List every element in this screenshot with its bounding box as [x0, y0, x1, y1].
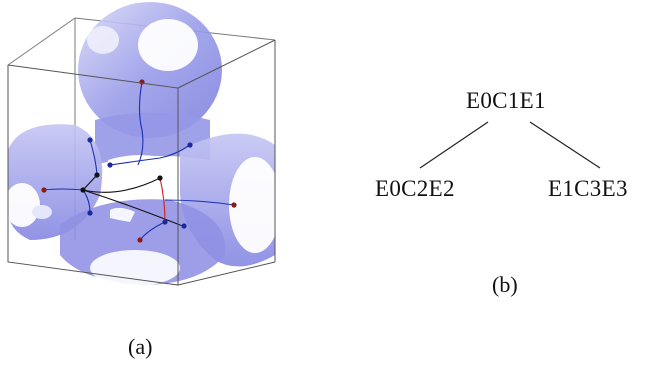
tree-edge-right: [529, 121, 601, 169]
caption-a: (a): [128, 334, 153, 359]
graph-node: [157, 175, 163, 181]
graph-node: [87, 210, 93, 216]
tree-node-left: E0C2E2: [375, 176, 455, 201]
caption-b: (b): [492, 272, 518, 297]
graph-node: [94, 172, 100, 178]
bounding-box-front: [7, 39, 276, 286]
graph-node: [41, 187, 47, 193]
graph-node: [87, 137, 93, 143]
tree-node-right: E1C3E3: [548, 176, 628, 201]
graph-node: [137, 237, 143, 243]
tree-diagram: E0C1E1 E0C2E2 E1C3E3: [330, 60, 647, 310]
graph-node: [80, 187, 86, 193]
tree-node-root: E0C1E1: [466, 88, 546, 113]
graph-node: [181, 223, 187, 229]
tree-edge-left: [419, 121, 489, 169]
tree-edges: [419, 121, 601, 169]
graph-node: [107, 162, 113, 168]
surface-skeleton-figure: [4, 2, 281, 286]
graph-node: [231, 202, 237, 208]
graph-node: [187, 142, 193, 148]
graph-node: [162, 219, 168, 225]
implicit-surface: [4, 2, 281, 286]
